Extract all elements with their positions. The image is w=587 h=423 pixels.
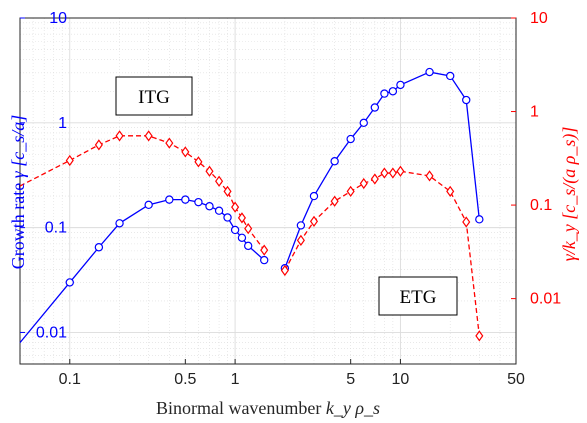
- ticks: 0.1 0.5 1 5 10 50 0.01 0.1 1 10 0.01 0.1 1 10: [20, 10, 561, 388]
- y-left-tick-label: 0.01: [36, 324, 67, 341]
- blue-circle-point: [237, 233, 247, 242]
- y-axis-right-label: γ/k_y [c_s/(a ρ_s)]: [559, 127, 580, 262]
- blue-circle-point: [260, 255, 269, 265]
- blue-circle-point: [296, 221, 306, 230]
- red-diamond-point: [215, 175, 224, 187]
- y-left-tick-label: 10: [49, 10, 67, 27]
- red-diamond-point: [359, 177, 368, 190]
- plot-frame: [19, 17, 517, 365]
- y-right-tick-label: 10: [530, 10, 548, 27]
- red-diamond-point: [388, 167, 397, 179]
- annotation-itg: ITG: [115, 76, 193, 116]
- red-diamond-point: [94, 139, 103, 151]
- x-tick-label: 1: [231, 371, 240, 388]
- red-diamond-point: [237, 212, 246, 224]
- red-diamond-point: [244, 223, 253, 235]
- blue-circle-point: [396, 80, 405, 90]
- y-right-tick-label: 0.01: [530, 291, 561, 308]
- blue-circle-point: [165, 195, 174, 204]
- red-diamond-point: [144, 130, 153, 142]
- red-diamond-point: [181, 146, 190, 158]
- blue-circle-point: [65, 278, 74, 287]
- x-axis-label: Binormal wavenumber k_y ρ_s: [156, 398, 380, 418]
- red-diamond-point: [396, 165, 405, 177]
- red-diamond-point: [475, 330, 484, 342]
- blue-circle-point: [194, 197, 203, 207]
- series: [19, 67, 484, 344]
- red-diamond-point: [260, 244, 269, 256]
- y-axis-left-label: Growth rate γ [c_s/a]: [8, 115, 28, 270]
- blue-circle-point: [144, 200, 153, 210]
- blue-circle-point: [388, 87, 398, 96]
- red-diamond-point: [205, 165, 214, 177]
- red-diamond-point: [462, 216, 471, 228]
- red-series-line: [284, 170, 480, 336]
- blue-circle-point: [446, 71, 455, 81]
- blue-circle-point: [359, 118, 368, 128]
- blue-circle-point: [346, 134, 355, 144]
- annotation-etg-text: ETG: [400, 287, 437, 308]
- x-tick-label: 50: [507, 371, 525, 388]
- labels: Binormal wavenumber k_y ρ_s Growth rate …: [8, 115, 580, 418]
- red-diamond-point: [380, 167, 389, 179]
- blue-circle-point: [380, 89, 389, 98]
- red-series-line: [19, 135, 265, 251]
- blue-circle-point: [115, 219, 124, 228]
- red-diamond-point: [194, 156, 203, 168]
- y-right-tick-label: 1: [530, 104, 539, 121]
- blue-circle-point: [205, 202, 214, 211]
- y-left-tick-label: 1: [58, 115, 67, 132]
- red-diamond-point: [65, 154, 74, 167]
- red-diamond-point: [370, 173, 379, 185]
- annotation-etg: ETG: [378, 276, 458, 316]
- blue-circle-point: [214, 206, 224, 215]
- red-diamond-point: [330, 195, 339, 207]
- x-tick-label: 10: [392, 371, 410, 388]
- blue-circle-point: [230, 225, 240, 235]
- blue-circle-point: [425, 67, 434, 77]
- red-diamond-point: [446, 185, 455, 198]
- red-diamond-point: [280, 264, 289, 277]
- blue-circle-point: [223, 213, 232, 222]
- x-tick-label: 5: [346, 371, 355, 388]
- blue-circle-point: [181, 195, 190, 204]
- red-diamond-point: [231, 201, 240, 213]
- blue-circle-point: [309, 191, 319, 201]
- y-right-tick-label: 0.1: [530, 197, 552, 214]
- x-tick-label: 0.1: [59, 371, 81, 388]
- blue-circle-point: [370, 103, 380, 112]
- blue-circle-point: [462, 95, 471, 105]
- blue-circle-point: [475, 215, 484, 224]
- annotations: ITG ETG: [115, 76, 458, 316]
- red-diamond-point: [309, 215, 319, 227]
- y-left-tick-label: 0.1: [45, 220, 67, 237]
- blue-circle-point: [243, 241, 253, 251]
- red-diamond-point: [115, 130, 124, 142]
- blue-circle-point: [330, 157, 339, 166]
- red-diamond-point: [346, 185, 355, 198]
- x-tick-label: 0.5: [174, 371, 196, 388]
- red-diamond-point: [425, 170, 434, 182]
- annotation-itg-text: ITG: [138, 87, 170, 108]
- red-diamond-point: [223, 185, 232, 198]
- red-diamond-point: [296, 234, 305, 246]
- blue-circle-point: [94, 243, 104, 252]
- blue-series-line: [284, 71, 480, 269]
- red-diamond-point: [165, 137, 174, 149]
